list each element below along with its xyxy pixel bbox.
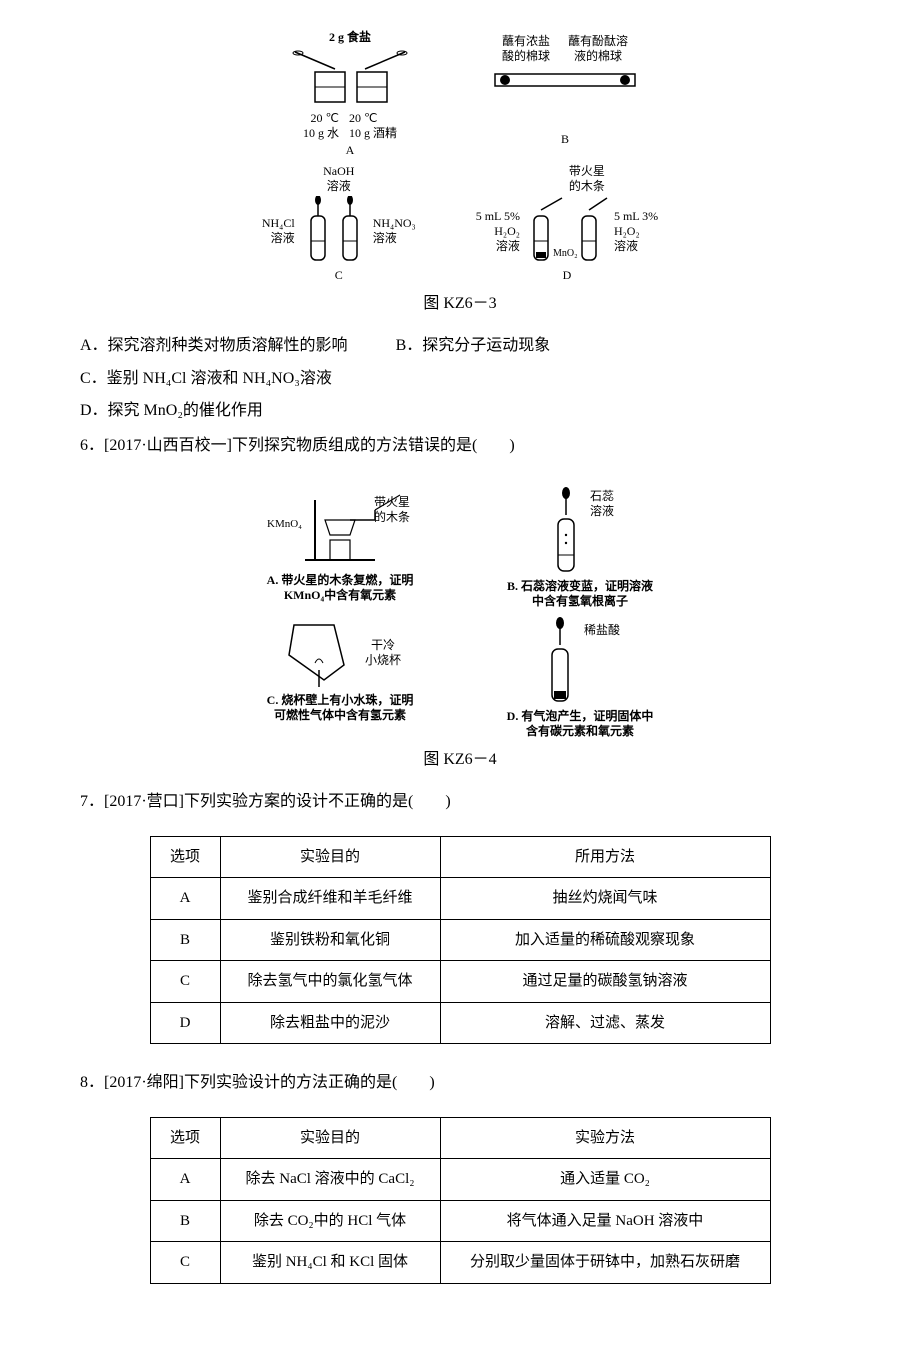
question-7: 7．[2017·营口]下列实验方案的设计不正确的是( )	[80, 787, 840, 817]
table-row: 选项 实验目的 实验方法	[150, 1117, 770, 1159]
table-row: 选项 实验目的 所用方法	[150, 836, 770, 878]
t7-r3c1: 除去粗盐中的泥沙	[220, 1002, 440, 1044]
fig2c-cap: C. 烧杯壁上有小水珠，证明 可燃性气体中含有氢元素	[267, 693, 414, 723]
t7-r0c2: 抽丝灼烧闻气味	[440, 878, 770, 920]
d-letter: D	[563, 268, 572, 283]
table-row: C 除去氢气中的氯化氢气体 通过足量的碳酸氢钠溶液	[150, 961, 770, 1003]
diagram2-c: 干冷 小烧杯 C. 烧杯壁上有小水珠，证明 可燃性气体中含有氢元素	[245, 615, 435, 739]
fig1-caption: 图 KZ6－3	[80, 289, 840, 319]
t7-r1c2: 加入适量的稀硫酸观察现象	[440, 919, 770, 961]
d-left: 5 mL 5% H₂O₂ 溶液	[476, 209, 520, 254]
t7-h1: 实验目的	[220, 836, 440, 878]
diagram2-a: KMnO₄ 带火星 的木条 A. 带火星的木条复燃，证明 KMnO₄中含有氧元素	[245, 485, 435, 609]
t8-r0c2: 通入适量 CO₂	[440, 1159, 770, 1201]
d-right: 5 mL 3% H₂O₂ 溶液	[614, 209, 658, 254]
opt-c: C．鉴别 NH₄Cl 溶液和 NH₄NO₃溶液	[80, 364, 840, 394]
table-7: 选项 实验目的 所用方法 A 鉴别合成纤维和羊毛纤维 抽丝灼烧闻气味 B 鉴别铁…	[150, 836, 771, 1045]
table-row: D 除去粗盐中的泥沙 溶解、过滤、蒸发	[150, 1002, 770, 1044]
a-right-temp: 20 ℃	[349, 111, 397, 126]
t7-r0c1: 鉴别合成纤维和羊毛纤维	[220, 878, 440, 920]
t8-r2c1: 鉴别 NH₄Cl 和 KCl 固体	[220, 1242, 440, 1284]
opt-b: B．探究分子运动现象	[396, 337, 551, 354]
diagram-c: NaOH 溶液 NH₄Cl 溶液 NH₄NO₃ 溶液 C	[262, 164, 416, 283]
d-top: 带火星 的木条	[569, 164, 605, 194]
fig2b-l1: 石蕊 溶液	[590, 489, 614, 519]
t7-r2c1: 除去氢气中的氯化氢气体	[220, 961, 440, 1003]
svg2-c	[279, 615, 359, 691]
fig2-caption: 图 KZ6－4	[80, 745, 840, 775]
t8-h2: 实验方法	[440, 1117, 770, 1159]
fig2d-cap: D. 有气泡产生，证明固体中 含有碳元素和氧元素	[507, 709, 654, 739]
t7-r3c0: D	[150, 1002, 220, 1044]
opt-d: D．探究 MnO₂的催化作用	[80, 396, 840, 426]
diagram2-b: 石蕊 溶液 B. 石蕊溶液变蓝，证明溶液 中含有氢氧根离子	[485, 485, 675, 609]
t7-r0c0: A	[150, 878, 220, 920]
t8-r1c1: 除去 CO₂中的 HCl 气体	[220, 1200, 440, 1242]
b-left: 蘸有浓盐 酸的棉球	[502, 34, 550, 64]
figure-row-1: 2 g 食盐 20 ℃ 10 g 水 20 ℃ 10 g 酒精 A 蘸有浓盐 酸	[80, 30, 840, 158]
t8-r0c1: 除去 NaCl 溶液中的 CaCl₂	[220, 1159, 440, 1201]
t7-h0: 选项	[150, 836, 220, 878]
b-letter: B	[561, 132, 569, 147]
figure2-row1: KMnO₄ 带火星 的木条 A. 带火星的木条复燃，证明 KMnO₄中含有氧元素…	[80, 485, 840, 609]
figure2-row2: 干冷 小烧杯 C. 烧杯壁上有小水珠，证明 可燃性气体中含有氢元素 稀盐酸 D.…	[80, 615, 840, 739]
table-row: C 鉴别 NH₄Cl 和 KCl 固体 分别取少量固体于研钵中，加熟石灰研磨	[150, 1242, 770, 1284]
t8-r2c2: 分别取少量固体于研钵中，加熟石灰研磨	[440, 1242, 770, 1284]
svg-text:KMnO₄: KMnO₄	[267, 518, 302, 530]
opt-line-ab: A．探究溶剂种类对物质溶解性的影响 B．探究分子运动现象	[80, 331, 840, 361]
table-row: B 除去 CO₂中的 HCl 气体 将气体通入足量 NaOH 溶液中	[150, 1200, 770, 1242]
svg-a	[275, 47, 425, 109]
question-8: 8．[2017·绵阳]下列实验设计的方法正确的是( )	[80, 1068, 840, 1098]
t8-h0: 选项	[150, 1117, 220, 1159]
fig2b-cap: B. 石蕊溶液变蓝，证明溶液 中含有氢氧根离子	[507, 579, 653, 609]
fig2d-l1: 稀盐酸	[584, 623, 620, 638]
c-top: NaOH 溶液	[323, 164, 354, 194]
t8-r1c0: B	[150, 1200, 220, 1242]
t8-r1c2: 将气体通入足量 NaOH 溶液中	[440, 1200, 770, 1242]
t8-r0c0: A	[150, 1159, 220, 1201]
t7-h2: 所用方法	[440, 836, 770, 878]
svg2-b	[546, 485, 586, 577]
t7-r1c0: B	[150, 919, 220, 961]
diagram-a: 2 g 食盐 20 ℃ 10 g 水 20 ℃ 10 g 酒精 A	[275, 30, 425, 158]
t7-r2c2: 通过足量的碳酸氢钠溶液	[440, 961, 770, 1003]
question-6: 6．[2017·山西百校一]下列探究物质组成的方法错误的是( )	[80, 431, 840, 461]
table-row: A 除去 NaCl 溶液中的 CaCl₂ 通入适量 CO₂	[150, 1159, 770, 1201]
svg-c	[299, 196, 369, 266]
a-left-liq: 10 g 水	[303, 126, 339, 141]
b-right: 蘸有酚酞溶 液的棉球	[568, 34, 628, 64]
table-row: B 鉴别铁粉和氧化铜 加入适量的稀硫酸观察现象	[150, 919, 770, 961]
t7-r2c0: C	[150, 961, 220, 1003]
opt-a: A．探究溶剂种类对物质溶解性的影响	[80, 337, 348, 354]
table-8: 选项 实验目的 实验方法 A 除去 NaCl 溶液中的 CaCl₂ 通入适量 C…	[150, 1117, 771, 1284]
fig2c-l1: 干冷 小烧杯	[365, 638, 401, 668]
diagram2-d: 稀盐酸 D. 有气泡产生，证明固体中 含有碳元素和氧元素	[485, 615, 675, 739]
t8-r2c0: C	[150, 1242, 220, 1284]
t7-r1c1: 鉴别铁粉和氧化铜	[220, 919, 440, 961]
c-right: NH₄NO₃ 溶液	[373, 216, 416, 246]
figure-row-2: NaOH 溶液 NH₄Cl 溶液 NH₄NO₃ 溶液 C 带火星 的木条 5 m…	[80, 164, 840, 283]
diagram-b: 蘸有浓盐 酸的棉球 蘸有酚酞溶 液的棉球 B	[485, 34, 645, 158]
c-left: NH₄Cl 溶液	[262, 216, 295, 246]
fig2a-l2: 带火星 的木条	[362, 495, 422, 525]
a-left-temp: 20 ℃	[303, 111, 339, 126]
c-letter: C	[335, 268, 343, 283]
t7-r3c2: 溶解、过滤、蒸发	[440, 1002, 770, 1044]
label-a-top: 2 g 食盐	[329, 30, 371, 45]
a-right-liq: 10 g 酒精	[349, 126, 397, 141]
svg-b	[485, 66, 645, 96]
fig2a-cap: A. 带火星的木条复燃，证明 KMnO₄中含有氧元素	[267, 573, 414, 603]
svg-d: MnO₂	[522, 196, 612, 266]
svg2-d	[540, 615, 580, 707]
t8-h1: 实验目的	[220, 1117, 440, 1159]
svg-text:MnO₂: MnO₂	[553, 248, 578, 259]
diagram-d: 带火星 的木条 5 mL 5% H₂O₂ 溶液 MnO₂ 5 mL 3% H₂O…	[476, 164, 658, 283]
table-row: A 鉴别合成纤维和羊毛纤维 抽丝灼烧闻气味	[150, 878, 770, 920]
a-letter: A	[346, 143, 355, 158]
